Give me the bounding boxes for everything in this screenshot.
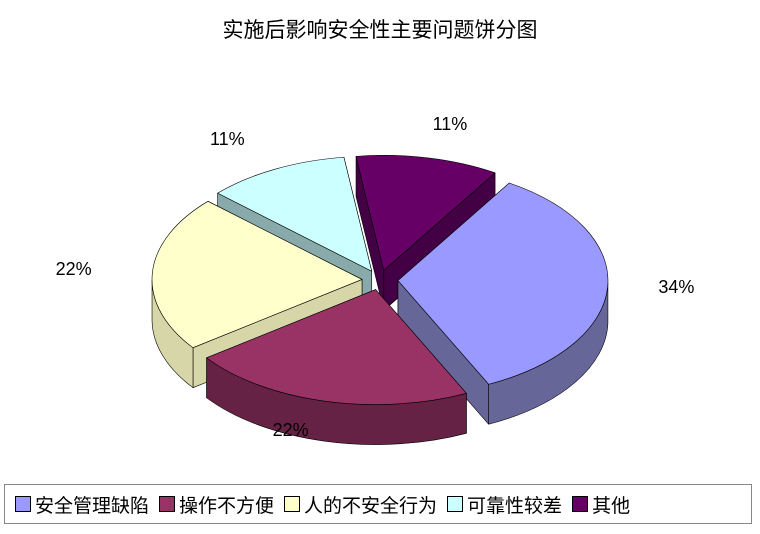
legend-swatch	[15, 496, 31, 512]
legend-label: 人的不安全行为	[304, 491, 437, 518]
slice-pct-label: 34%	[658, 277, 694, 298]
legend-swatch	[284, 496, 300, 512]
pie-plot-area: 34% 22% 22% 11% 11%	[0, 50, 760, 460]
legend-swatch	[572, 496, 588, 512]
slice-pct-label: 22%	[56, 259, 92, 280]
legend-item: 操作不方便	[159, 491, 274, 518]
legend-item: 其他	[572, 491, 630, 518]
legend-item: 可靠性较差	[447, 491, 562, 518]
slice-pct-label: 11%	[210, 129, 245, 150]
legend-swatch	[447, 496, 463, 512]
legend-label: 可靠性较差	[467, 491, 562, 518]
legend-label: 安全管理缺陷	[35, 491, 149, 518]
legend-label: 操作不方便	[179, 491, 274, 518]
slice-pct-label: 11%	[433, 114, 468, 135]
legend-label: 其他	[592, 491, 630, 518]
legend-item: 人的不安全行为	[284, 491, 437, 518]
legend: 安全管理缺陷 操作不方便 人的不安全行为 可靠性较差 其他	[4, 484, 752, 524]
legend-swatch	[159, 496, 175, 512]
slice-pct-label: 22%	[273, 420, 309, 441]
chart-title: 实施后影响安全性主要问题饼分图	[0, 14, 760, 44]
legend-item: 安全管理缺陷	[15, 491, 149, 518]
pie-chart-container: 实施后影响安全性主要问题饼分图 34% 22% 22% 11% 11% 安全管理缺陷 操作…	[0, 0, 760, 534]
